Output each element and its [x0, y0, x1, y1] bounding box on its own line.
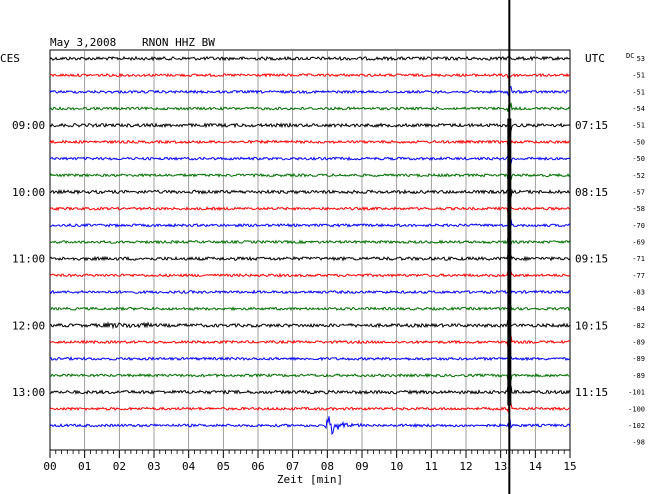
- x-tick-label: 09: [355, 460, 368, 473]
- x-tick-label: 15: [563, 460, 576, 473]
- left-hour-label: 09:00: [12, 119, 45, 132]
- trace-row: [49, 171, 571, 181]
- x-tick-label: 00: [43, 460, 56, 473]
- right-hour-label: 09:15: [575, 253, 608, 266]
- dc-offset-label: -100: [628, 405, 645, 413]
- dc-offset-label: -52: [632, 172, 645, 180]
- left-timezone: CES: [0, 52, 20, 65]
- dc-offset-label: -71: [632, 255, 645, 263]
- dc-offset-label: -101: [628, 389, 645, 397]
- trace-row: [49, 85, 570, 99]
- right-hour-label: 11:15: [575, 386, 608, 399]
- x-tick-label: 01: [78, 460, 91, 473]
- dc-offset-label: -51: [632, 88, 645, 96]
- trace-row: [49, 204, 571, 216]
- trace-row: [50, 235, 571, 247]
- x-tick-label: 12: [459, 460, 472, 473]
- trace-row: [49, 402, 571, 413]
- left-hour-label: 13:00: [12, 386, 45, 399]
- x-tick-label: 11: [425, 460, 438, 473]
- dc-offset-label: -51: [632, 72, 645, 80]
- trace-row: [49, 154, 571, 164]
- dc-offset-label: -89: [632, 339, 645, 347]
- dc-offset-label: -57: [632, 188, 645, 196]
- trace-row: [49, 122, 571, 133]
- dc-offset-label: -54: [632, 105, 645, 113]
- trace-row: [49, 102, 571, 112]
- dc-offset-label: -89: [632, 355, 645, 363]
- x-tick-label: 03: [147, 460, 160, 473]
- header-date: May 3,2008: [50, 36, 116, 49]
- dc-offset-label: -98: [632, 439, 645, 447]
- event-markers: [507, 0, 512, 494]
- trace-row: [49, 188, 571, 198]
- axis-labels: May 3,2008 RNON HHZ BW CES UTC DC Zeit […: [0, 36, 645, 486]
- trace-row: [49, 135, 571, 147]
- header-station: RNON HHZ BW: [142, 36, 215, 49]
- x-axis-title: Zeit [min]: [277, 473, 343, 486]
- dc-offset-label: -82: [632, 322, 645, 330]
- x-tick-label: 04: [182, 460, 196, 473]
- trace-row: [49, 335, 571, 348]
- x-tick-label: 10: [390, 460, 403, 473]
- dc-offset-label: -69: [632, 238, 645, 246]
- trace-row: [49, 219, 571, 233]
- dc-offset-label: -102: [628, 422, 645, 430]
- grid-lines: [49, 49, 571, 458]
- right-timezone: UTC: [585, 52, 605, 65]
- right-hour-label: 10:15: [575, 319, 608, 332]
- dc-offset-label: -77: [632, 272, 645, 280]
- x-tick-label: 13: [494, 460, 507, 473]
- trace-row: [49, 72, 571, 79]
- dc-offset-label: -50: [632, 138, 645, 146]
- dc-offset-label: -84: [632, 305, 645, 313]
- trace-row: [49, 252, 571, 262]
- seismic-traces: [49, 55, 571, 436]
- trace-row: [49, 304, 571, 312]
- trace-row: [49, 269, 571, 282]
- left-hour-label: 11:00: [12, 253, 45, 266]
- left-hour-label: 12:00: [12, 319, 45, 332]
- trace-row: [49, 286, 571, 296]
- dc-label: DC: [626, 52, 634, 60]
- dc-offset-label: -58: [632, 205, 645, 213]
- trace-row: [49, 55, 571, 62]
- dc-offset-label: -89: [632, 372, 645, 380]
- marker-line-band: [507, 118, 512, 406]
- x-tick-label: 08: [321, 460, 334, 473]
- trace-row: [49, 416, 571, 436]
- x-tick-label: 02: [113, 460, 126, 473]
- dc-offset-label: -83: [632, 289, 645, 297]
- plot-frame: [49, 49, 571, 451]
- dc-offset-label: -70: [632, 222, 645, 230]
- x-tick-label: 07: [286, 460, 299, 473]
- x-tick-label: 14: [529, 460, 543, 473]
- dc-offset-label: 53: [637, 55, 645, 63]
- right-hour-label: 08:15: [575, 186, 608, 199]
- left-hour-label: 10:00: [12, 186, 45, 199]
- x-tick-label: 06: [251, 460, 264, 473]
- dc-offset-label: -50: [632, 155, 645, 163]
- right-hour-label: 07:15: [575, 119, 608, 132]
- trace-row: [49, 372, 571, 382]
- trace-row: [49, 318, 571, 332]
- x-tick-label: 05: [217, 460, 230, 473]
- trace-row: [49, 355, 571, 362]
- dc-offset-label: -51: [632, 122, 645, 130]
- trace-row: [49, 385, 571, 395]
